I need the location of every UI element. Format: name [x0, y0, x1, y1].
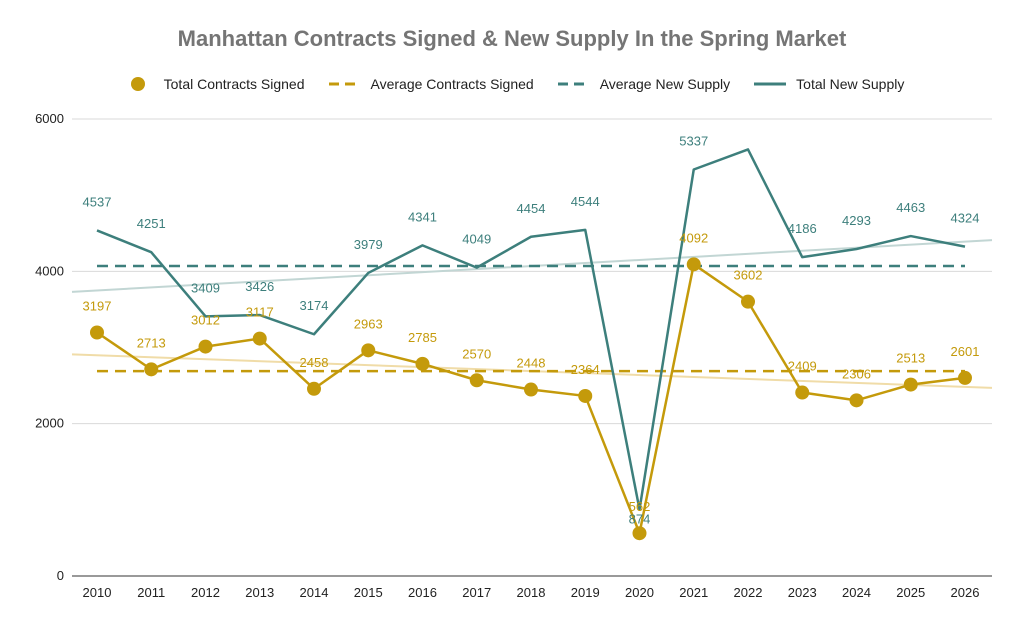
legend-dash-average-contracts — [328, 82, 361, 86]
contracts-data-label: 2785 — [408, 330, 437, 345]
contracts-data-label: 562 — [629, 499, 651, 514]
contracts-point — [849, 393, 864, 408]
contracts-point — [361, 343, 376, 358]
legend-label-average-contracts: Average Contracts Signed — [370, 76, 534, 92]
supply-data-label: 4324 — [951, 211, 980, 226]
supply-data-label: 4544 — [571, 194, 600, 209]
legend-label-total-contracts: Total Contracts Signed — [163, 76, 305, 92]
x-tick-label: 2017 — [462, 585, 491, 600]
x-tick-label: 2015 — [354, 585, 383, 600]
supply-data-label: 3426 — [245, 279, 274, 294]
contracts-data-label: 2570 — [462, 346, 491, 361]
contracts-point — [958, 370, 972, 385]
contracts-point — [144, 362, 159, 377]
series-line-total-supply — [96, 148, 966, 511]
legend-dash-average-supply — [557, 82, 590, 86]
contracts-data-label: 2963 — [354, 316, 383, 331]
y-tick-label: 2000 — [35, 416, 64, 431]
x-tick-label: 2014 — [300, 585, 329, 600]
contracts-data-label: 2448 — [517, 356, 546, 371]
legend-item-average-contracts: Average Contracts Signed — [327, 76, 534, 92]
supply-data-label: 4341 — [408, 209, 437, 224]
supply-data-label: 4186 — [788, 221, 817, 236]
x-tick-label: 2010 — [83, 585, 112, 600]
legend-label-average-supply: Average New Supply — [599, 76, 731, 92]
y-tick-label: 4000 — [35, 263, 64, 278]
contracts-data-label: 2458 — [300, 355, 329, 370]
x-tick-label: 2022 — [734, 585, 763, 600]
supply-data-label: 874 — [629, 511, 651, 526]
contracts-point — [578, 388, 593, 403]
contracts-point — [795, 385, 810, 400]
x-tick-label: 2018 — [517, 585, 546, 600]
contracts-data-label: 2306 — [842, 366, 871, 381]
contracts-point — [307, 381, 321, 396]
legend-item-total-contracts: Total Contracts Signed — [120, 76, 305, 92]
x-tick-label: 2011 — [137, 585, 165, 600]
x-tick-label: 2019 — [571, 585, 600, 600]
series-line-total-contracts — [96, 263, 966, 535]
x-tick-label: 2020 — [625, 585, 654, 600]
x-tick-label: 2012 — [191, 585, 220, 600]
contracts-data-label: 2513 — [896, 351, 925, 366]
x-tick-label: 2023 — [788, 585, 817, 600]
supply-data-label: 4537 — [83, 194, 112, 209]
legend-item-total-supply: Total New Supply — [752, 76, 904, 92]
contracts-point — [90, 325, 104, 340]
y-tick-label: 0 — [57, 568, 64, 583]
contracts-data-label: 3602 — [734, 268, 763, 283]
contracts-data-label: 2364 — [571, 362, 600, 377]
supply-data-label: 4049 — [462, 232, 491, 247]
supply-data-label: 5337 — [679, 133, 708, 148]
contracts-point — [524, 382, 538, 397]
x-tick-label: 2013 — [245, 585, 274, 600]
legend-item-average-supply: Average New Supply — [556, 76, 730, 92]
x-tick-label: 2021 — [679, 585, 708, 600]
contracts-data-label: 4092 — [679, 230, 708, 245]
supply-data-label: 3174 — [300, 298, 329, 313]
chart-title: Manhattan Contracts Signed & New Supply … — [177, 26, 847, 51]
contracts-point — [415, 356, 430, 371]
contracts-point — [741, 294, 755, 309]
x-tick-label: 2026 — [951, 585, 980, 600]
contracts-point — [903, 377, 918, 392]
contracts-data-label: 3012 — [191, 313, 220, 328]
contracts-point — [632, 526, 647, 541]
contracts-data-label: 3197 — [83, 298, 112, 313]
legend-marker-total-contracts — [130, 77, 145, 91]
legend-line-total-supply — [754, 82, 787, 86]
contracts-data-label: 3117 — [246, 305, 274, 320]
supply-data-label: 4454 — [517, 201, 546, 216]
contracts-point — [252, 331, 267, 346]
supply-data-label: 4251 — [137, 216, 166, 231]
supply-data-label: 3409 — [191, 280, 220, 295]
legend: Total Contracts Signed Average Contracts… — [0, 72, 1024, 96]
contracts-data-label: 2601 — [951, 344, 980, 359]
supply-data-label: 3979 — [354, 237, 383, 252]
contracts-point — [198, 339, 213, 354]
contracts-point — [686, 257, 701, 272]
y-tick-label: 6000 — [35, 111, 64, 126]
supply-data-label: 4463 — [896, 200, 925, 215]
supply-data-label: 4293 — [842, 213, 871, 228]
x-tick-label: 2016 — [408, 585, 437, 600]
legend-label-total-supply: Total New Supply — [796, 76, 905, 92]
contracts-data-label: 2409 — [788, 359, 817, 374]
x-tick-label: 2025 — [896, 585, 925, 600]
x-tick-label: 2024 — [842, 585, 871, 600]
contracts-data-label: 2713 — [137, 335, 166, 350]
contracts-point — [469, 373, 484, 388]
